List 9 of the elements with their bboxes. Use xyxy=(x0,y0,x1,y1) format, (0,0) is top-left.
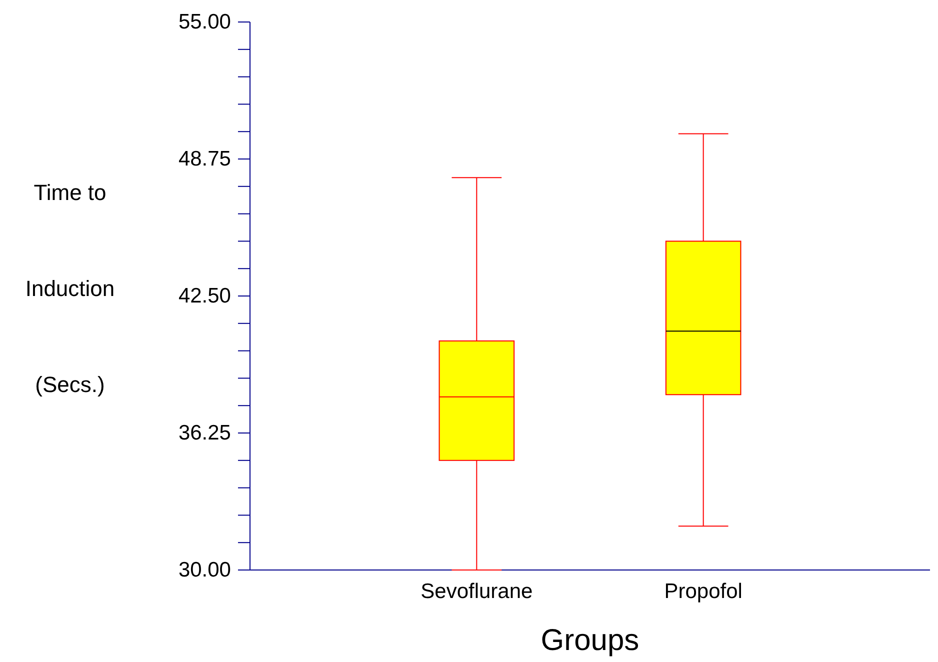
text: Time to Induction (Secs.) xyxy=(25,180,115,397)
y-tick-label: 48.75 xyxy=(178,148,231,171)
y-tick-label: 36.25 xyxy=(178,422,231,445)
x-axis-title: Groups xyxy=(540,624,640,657)
x-tick-label: Propofol xyxy=(664,580,742,604)
y-tick-label: 55.00 xyxy=(178,10,231,34)
y-tick-label: 42.50 xyxy=(178,284,231,308)
x-tick-label: Sevoflurane xyxy=(420,580,533,604)
y-tick-label: 30.00 xyxy=(178,558,231,582)
